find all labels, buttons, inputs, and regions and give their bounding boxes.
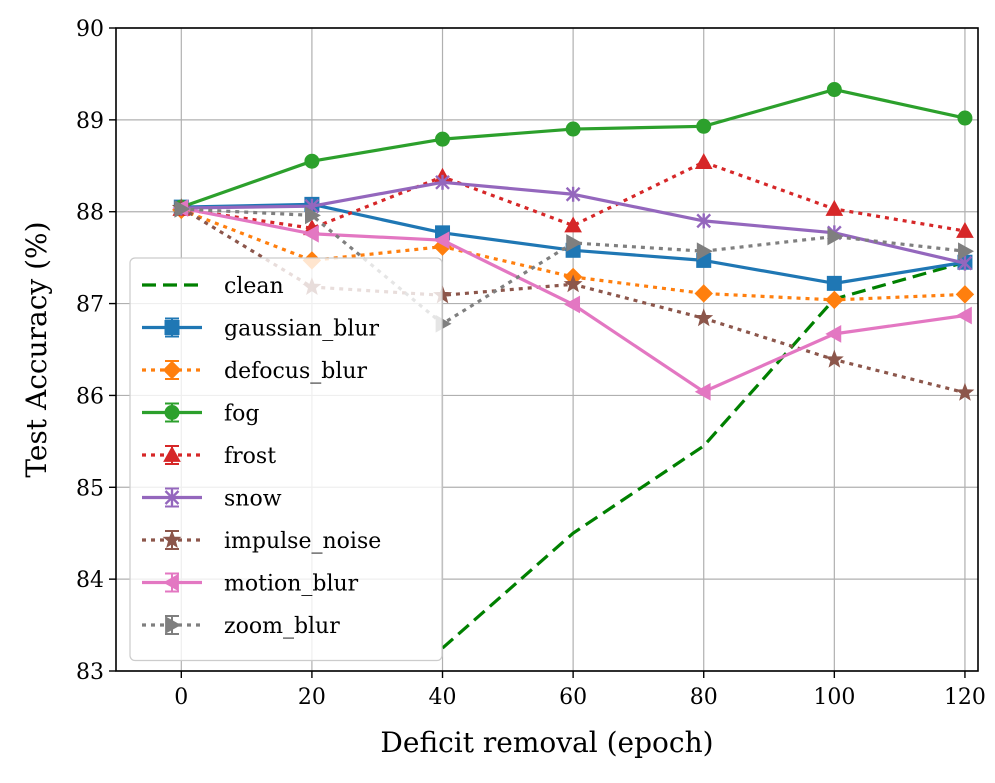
x-tick-label: 40 — [429, 685, 457, 710]
legend-label: snow — [224, 487, 282, 512]
x-tick-label: 100 — [813, 685, 855, 710]
y-axis-label: Test Accuracy (%) — [20, 221, 53, 477]
data-point-fog — [957, 110, 973, 126]
data-point-motion_blur — [955, 306, 972, 325]
data-point-frost — [825, 199, 844, 216]
legend-entry-clean: clean — [142, 274, 284, 299]
legend-marker — [162, 360, 182, 380]
y-tick-label: 85 — [76, 476, 104, 501]
data-point-impulse_noise — [824, 349, 844, 368]
data-point-snow — [435, 174, 450, 190]
x-tick-label: 60 — [559, 685, 587, 710]
legend-marker — [165, 616, 182, 634]
data-point-gaussian_blur — [826, 275, 842, 291]
legend-marker — [162, 530, 182, 549]
x-tick-label: 120 — [944, 685, 986, 710]
ticks: 0 20 40 60 80 100 120 83 84 85 86 87 88 89 90 — [76, 17, 986, 710]
data-point-fog — [696, 118, 712, 134]
legend-entry-frost: frost — [142, 444, 276, 469]
y-tick-label: 86 — [76, 384, 104, 409]
legend-marker — [164, 405, 180, 420]
data-point-impulse_noise — [955, 382, 975, 401]
data-point-zoom_blur — [305, 206, 321, 225]
legend-marker — [163, 445, 181, 462]
data-point-zoom_blur — [566, 234, 583, 252]
series-motion_blur — [172, 199, 972, 401]
legend-label: impulse_noise — [224, 529, 381, 554]
data-point-defocus_blur — [694, 284, 713, 303]
legend-entry-impulse_noise: impulse_noise — [142, 529, 381, 554]
series-layer — [171, 82, 975, 650]
series-line-clean — [441, 260, 966, 650]
legend-label: zoom_blur — [224, 614, 340, 639]
legend-marker — [164, 490, 180, 505]
y-tick-label: 89 — [76, 109, 104, 134]
data-point-motion_blur — [564, 295, 581, 314]
data-point-snow — [957, 255, 973, 271]
x-axis-label: Deficit removal (epoch) — [380, 726, 713, 759]
data-point-frost — [694, 153, 713, 170]
data-point-motion_blur — [302, 224, 319, 243]
legend-label: gaussian_blur — [224, 317, 380, 342]
legend-entry-snow: snow — [142, 487, 282, 512]
data-point-defocus_blur — [825, 290, 844, 310]
data-point-zoom_blur — [696, 242, 713, 261]
series-clean — [441, 260, 966, 650]
legend-label: fog — [224, 402, 259, 427]
data-point-frost — [956, 221, 974, 238]
plot-frame — [115, 27, 979, 672]
y-tick-label: 90 — [76, 17, 104, 42]
data-point-motion_blur — [694, 382, 711, 401]
legend-label: frost — [224, 444, 276, 469]
data-point-impulse_noise — [563, 274, 583, 293]
data-point-snow — [696, 213, 712, 229]
legend-entry-gaussian_blur: gaussian_blur — [142, 317, 380, 342]
data-point-zoom_blur — [958, 242, 974, 261]
legend-entry-motion_blur: motion_blur — [142, 572, 359, 597]
data-point-impulse_noise — [694, 308, 714, 327]
legend-marker — [164, 320, 180, 335]
data-point-defocus_blur — [955, 285, 975, 304]
x-tick-label: 80 — [690, 685, 718, 710]
data-point-fog — [826, 82, 842, 98]
data-point-fog — [304, 153, 320, 169]
legend-label: defocus_blur — [224, 359, 368, 384]
x-tick-label: 20 — [298, 685, 326, 710]
legend-entry-defocus_blur: defocus_blur — [142, 359, 368, 384]
x-tick-label: 0 — [174, 685, 188, 710]
y-tick-label: 83 — [76, 660, 104, 685]
legend-label: motion_blur — [224, 572, 359, 597]
legend-entry-fog: fog — [142, 402, 259, 427]
data-point-fog — [565, 121, 581, 137]
legend-marker — [162, 573, 179, 592]
series-zoom_blur — [174, 200, 974, 333]
data-point-snow — [565, 186, 581, 202]
legend-entry-zoom_blur: zoom_blur — [142, 614, 340, 639]
data-point-zoom_blur — [174, 200, 191, 218]
legend-box — [129, 257, 443, 662]
data-point-zoom_blur — [827, 227, 844, 246]
y-tick-label: 84 — [76, 568, 104, 593]
data-point-motion_blur — [825, 325, 842, 343]
data-point-fog — [435, 131, 451, 147]
data-point-frost — [564, 216, 582, 233]
y-tick-label: 87 — [76, 293, 104, 318]
data-point-motion_blur — [433, 231, 450, 250]
y-tick-label: 88 — [76, 201, 104, 226]
legend-label: clean — [224, 274, 284, 299]
